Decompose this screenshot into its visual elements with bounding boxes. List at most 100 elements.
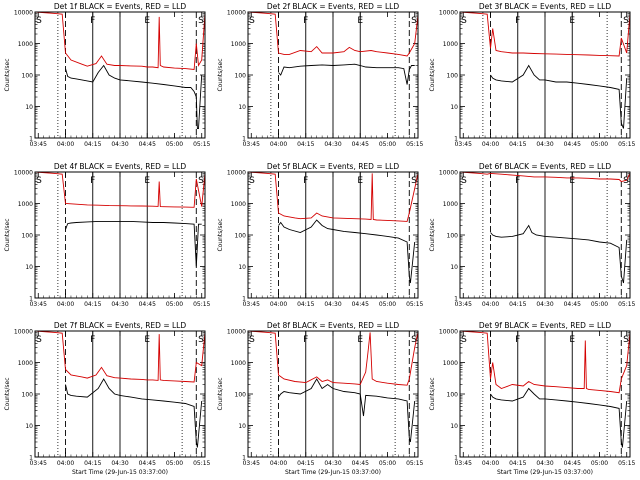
x-tick-label: 05:15	[618, 141, 635, 148]
x-tick-label: 04:15	[84, 301, 101, 308]
event-marker-e: E	[569, 335, 575, 345]
y-tick-label: 10	[450, 104, 458, 111]
events-series-line	[490, 64, 628, 129]
series-group	[248, 331, 418, 443]
reference-lines	[57, 331, 197, 457]
x-tick-label: 04:45	[564, 141, 581, 148]
events-series-line	[65, 220, 202, 267]
x-tick-label: 05:15	[406, 141, 423, 148]
y-tick-label: 100	[447, 392, 459, 399]
event-marker-e: E	[569, 16, 575, 26]
x-tick-label: 04:00	[57, 141, 74, 148]
series-group	[460, 12, 630, 129]
chart-panel-4: Det 4f BLACK = Events, RED = LLD Counts/s…	[4, 162, 211, 308]
x-tick-label: 03:45	[455, 460, 472, 467]
events-series-line	[490, 224, 628, 284]
y-tick-label: 1000	[18, 41, 33, 48]
event-marker-f: F	[303, 335, 308, 345]
chart-title: Det 3f BLACK = Events, RED = LLD	[479, 2, 612, 11]
chart-title: Det 1f BLACK = Events, RED = LLD	[54, 2, 187, 11]
plot-frame	[459, 11, 631, 139]
event-marker-start: S	[249, 335, 255, 345]
lld-series-line	[35, 172, 205, 208]
y-tick-label: 100	[22, 233, 34, 240]
x-tick-label: 04:45	[352, 301, 369, 308]
reference-lines	[57, 172, 197, 298]
x-tick-label: 05:15	[193, 141, 210, 148]
x-tick-label: 03:45	[243, 301, 260, 308]
x-tick-label: 04:15	[297, 141, 314, 148]
event-marker-s: S	[198, 335, 204, 345]
event-marker-f: F	[90, 335, 95, 345]
chart-title: Det 6f BLACK = Events, RED = LLD	[479, 162, 612, 171]
reference-lines	[57, 12, 197, 138]
x-tick-label: 04:45	[352, 141, 369, 148]
event-marker-s: S	[623, 335, 629, 345]
reference-lines	[270, 12, 410, 138]
y-tick-label: 10000	[14, 170, 33, 177]
x-tick-label: 04:00	[270, 301, 287, 308]
y-tick-label: 100	[22, 392, 34, 399]
x-tick-label: 05:15	[618, 301, 635, 308]
x-tick-label: 04:45	[139, 141, 156, 148]
y-axis-label: Counts/sec	[217, 58, 224, 91]
chart-title: Det 2f BLACK = Events, RED = LLD	[267, 2, 400, 11]
x-tick-label: 04:45	[564, 460, 581, 467]
plot-frame	[34, 171, 206, 299]
plot-frame	[247, 11, 419, 139]
series-group	[35, 12, 205, 129]
event-marker-f: F	[515, 16, 520, 26]
event-marker-start: S	[249, 176, 255, 186]
chart-panel-7: Det 7f BLACK = Events, RED = LLD Counts/s…	[4, 321, 211, 476]
x-tick-label: 04:30	[324, 301, 341, 308]
x-tick-label: 03:45	[455, 301, 472, 308]
y-tick-label: 1000	[443, 201, 458, 208]
y-tick-label: 10	[238, 104, 246, 111]
event-marker-e: E	[144, 335, 150, 345]
x-tick-label: 04:00	[482, 460, 499, 467]
x-tick-label: 05:00	[166, 460, 183, 467]
y-axis-label: Counts/sec	[429, 58, 436, 91]
x-tick-label: 05:00	[166, 141, 183, 148]
x-tick-label: 05:00	[591, 301, 608, 308]
y-tick-label: 100	[447, 73, 459, 80]
y-tick-label: 1	[454, 296, 458, 303]
event-marker-s: S	[198, 176, 204, 186]
x-tick-label: 03:45	[243, 141, 260, 148]
x-tick-label: 05:15	[193, 301, 210, 308]
event-marker-s: S	[623, 16, 629, 26]
x-axis-label: Start Time (29-Jun-15 03:37:00)	[497, 469, 593, 476]
y-tick-label: 10000	[439, 10, 458, 17]
x-tick-label: 05:00	[591, 141, 608, 148]
events-series-line	[278, 378, 416, 443]
chart-title: Det 7f BLACK = Events, RED = LLD	[54, 321, 187, 330]
events-series-line	[490, 387, 628, 448]
event-marker-e: E	[144, 16, 150, 26]
lld-series-line	[248, 172, 418, 222]
x-axis-label: Start Time (29-Jun-15 03:37:00)	[285, 469, 381, 476]
event-marker-start: S	[36, 335, 42, 345]
x-tick-label: 04:30	[324, 460, 341, 467]
event-marker-e: E	[357, 335, 363, 345]
x-tick-label: 05:15	[618, 460, 635, 467]
y-tick-label: 1	[29, 136, 33, 143]
x-tick-label: 04:00	[57, 301, 74, 308]
x-tick-label: 04:15	[84, 141, 101, 148]
reference-lines	[482, 331, 622, 457]
lld-series-line	[35, 331, 205, 383]
y-tick-label: 1000	[443, 360, 458, 367]
x-tick-label: 04:00	[57, 460, 74, 467]
x-tick-label: 04:30	[536, 141, 553, 148]
y-tick-label: 100	[447, 233, 459, 240]
y-axis-label: Counts/sec	[429, 377, 436, 410]
lld-series-line	[248, 12, 418, 57]
y-tick-label: 1	[242, 455, 246, 462]
chart-title: Det 8f BLACK = Events, RED = LLD	[267, 321, 400, 330]
series-group	[35, 172, 205, 267]
x-tick-label: 04:30	[111, 141, 128, 148]
y-tick-label: 10	[25, 423, 33, 430]
event-marker-start: S	[461, 16, 467, 26]
event-marker-f: F	[303, 176, 308, 186]
y-axis-label: Counts/sec	[4, 218, 11, 251]
